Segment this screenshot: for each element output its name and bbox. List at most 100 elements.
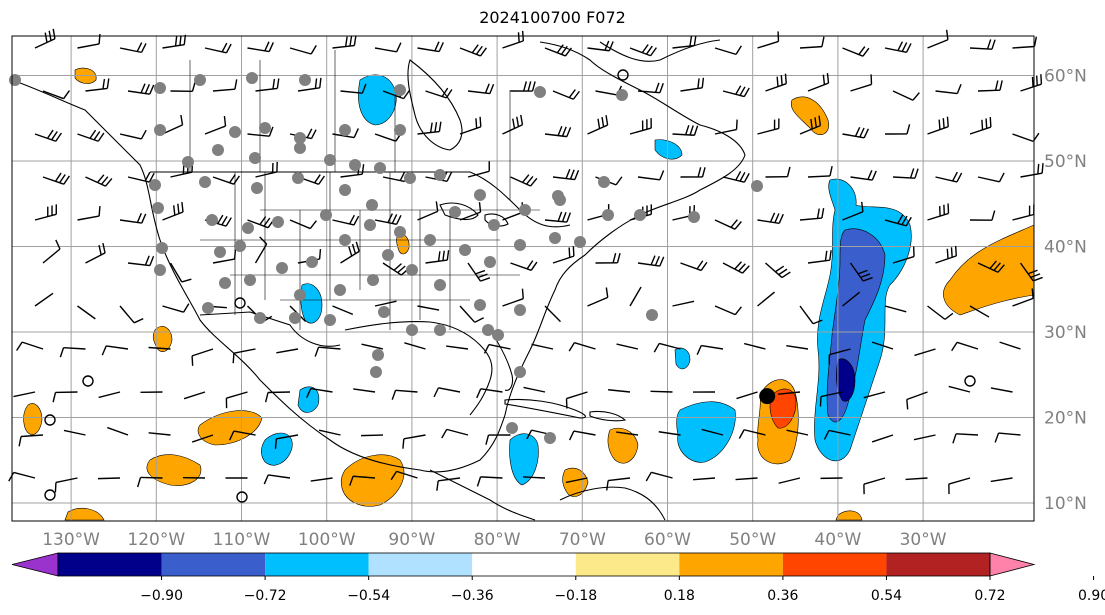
wind-barb bbox=[672, 35, 697, 49]
wind-barb bbox=[522, 476, 546, 479]
station-dot bbox=[602, 209, 614, 221]
wind-barb bbox=[990, 387, 1013, 393]
map-title: 2024100700 F072 bbox=[479, 8, 626, 27]
wind-barb bbox=[969, 305, 990, 318]
longitude-label: 60°W bbox=[644, 530, 691, 550]
station-dot bbox=[212, 144, 224, 156]
station-dot bbox=[251, 182, 263, 194]
longitude-label: 50°W bbox=[729, 530, 776, 550]
cuba bbox=[504, 398, 586, 419]
latitude-label: 50°N bbox=[1044, 152, 1087, 172]
positive-anomaly-area bbox=[790, 96, 830, 135]
wind-barb bbox=[778, 391, 801, 395]
colorbar-segment bbox=[472, 553, 576, 576]
colorbar-segment bbox=[265, 553, 369, 576]
wind-barb bbox=[425, 250, 450, 264]
station-ring bbox=[964, 375, 976, 387]
station-dot bbox=[259, 122, 271, 134]
colorbar-tick-label: 0.36 bbox=[767, 588, 798, 604]
station-ring bbox=[236, 491, 248, 503]
station-dot bbox=[294, 289, 306, 301]
colorbar-over-triangle bbox=[989, 552, 1036, 577]
wind-barb bbox=[884, 41, 912, 54]
wind-barb bbox=[948, 385, 971, 393]
wind-barb bbox=[107, 426, 129, 436]
wind-barb bbox=[254, 236, 268, 264]
greenland-coast bbox=[599, 39, 721, 62]
latitude-labels: 60°N 50°N 40°N 30°N 20°N 10°N bbox=[1044, 67, 1087, 515]
positive-anomaly-area bbox=[197, 410, 263, 446]
station-dot bbox=[449, 206, 461, 218]
wind-barb bbox=[1012, 288, 1034, 307]
wind-barb bbox=[417, 305, 440, 311]
wind-barb bbox=[191, 348, 214, 366]
station-dot bbox=[299, 74, 311, 86]
positive-anomaly-area bbox=[64, 507, 105, 521]
station-dot bbox=[574, 236, 586, 248]
wind-barb bbox=[332, 128, 359, 139]
wind-barb bbox=[52, 391, 78, 403]
longitude-label: 80°W bbox=[474, 530, 521, 550]
station-dot bbox=[219, 277, 231, 289]
colorbar-segments bbox=[11, 552, 1036, 577]
mexico-border bbox=[199, 311, 341, 347]
wind-barb bbox=[85, 174, 113, 187]
positive-anomaly-area bbox=[562, 467, 589, 497]
station-dot bbox=[544, 432, 556, 444]
colorbar-tick-label: −0.72 bbox=[244, 588, 287, 604]
wind-barb bbox=[738, 429, 766, 439]
wind-barb bbox=[162, 114, 184, 135]
station-dot bbox=[249, 152, 261, 164]
wind-barb bbox=[799, 305, 823, 325]
colorbar-tick-label: 0.90 bbox=[1078, 588, 1105, 604]
colorbar-tick-label: −0.18 bbox=[554, 588, 597, 604]
wind-barb bbox=[650, 390, 673, 393]
longitude-label: 100°W bbox=[298, 530, 356, 550]
wind-barb bbox=[905, 477, 928, 481]
colorbar-tick-label: 0.18 bbox=[664, 588, 695, 604]
wind-barb bbox=[467, 83, 495, 95]
station-ring bbox=[44, 489, 56, 501]
negative-anomaly-area bbox=[260, 432, 293, 466]
storm-center-marker bbox=[759, 388, 776, 405]
wind-barb bbox=[778, 477, 801, 484]
wind-barb bbox=[568, 341, 596, 352]
wind-barb bbox=[658, 431, 681, 436]
wind-barb bbox=[842, 46, 870, 57]
station-dot bbox=[514, 239, 526, 251]
station-dot bbox=[214, 246, 226, 258]
wind-barb bbox=[823, 429, 851, 440]
positive-anomaly-area-strong bbox=[769, 388, 797, 429]
station-dot bbox=[339, 184, 351, 196]
station-dot bbox=[334, 284, 346, 296]
wind-barb bbox=[119, 129, 147, 140]
wind-barb bbox=[757, 212, 784, 225]
wind-barb bbox=[544, 44, 572, 57]
wind-barb bbox=[722, 261, 750, 274]
station-dot bbox=[199, 176, 211, 188]
colorbar-tick-label: −0.54 bbox=[347, 588, 390, 604]
wind-barb bbox=[799, 36, 825, 49]
wind-barb bbox=[97, 477, 121, 480]
station-dot bbox=[434, 169, 446, 181]
station-dot bbox=[492, 329, 504, 341]
latitude-label: 30°N bbox=[1044, 323, 1087, 343]
wind-barb bbox=[935, 171, 963, 183]
positive-anomaly-area bbox=[835, 510, 863, 521]
wind-barb bbox=[552, 246, 575, 264]
wind-barb bbox=[34, 129, 62, 142]
station-dot bbox=[751, 180, 763, 192]
wind-barb bbox=[765, 73, 787, 92]
wind-barb bbox=[476, 476, 503, 487]
wind-barb bbox=[892, 90, 920, 101]
positive-anomaly-area bbox=[23, 403, 43, 435]
station-dot bbox=[366, 199, 378, 211]
wind-barb bbox=[850, 74, 873, 92]
wind-barb bbox=[127, 171, 155, 183]
wind-barb bbox=[850, 170, 877, 181]
wind-barb bbox=[476, 388, 503, 399]
wind-barb bbox=[18, 434, 44, 447]
station-dot bbox=[272, 216, 284, 228]
positive-anomaly-area bbox=[340, 454, 405, 507]
station-dot bbox=[482, 324, 494, 336]
